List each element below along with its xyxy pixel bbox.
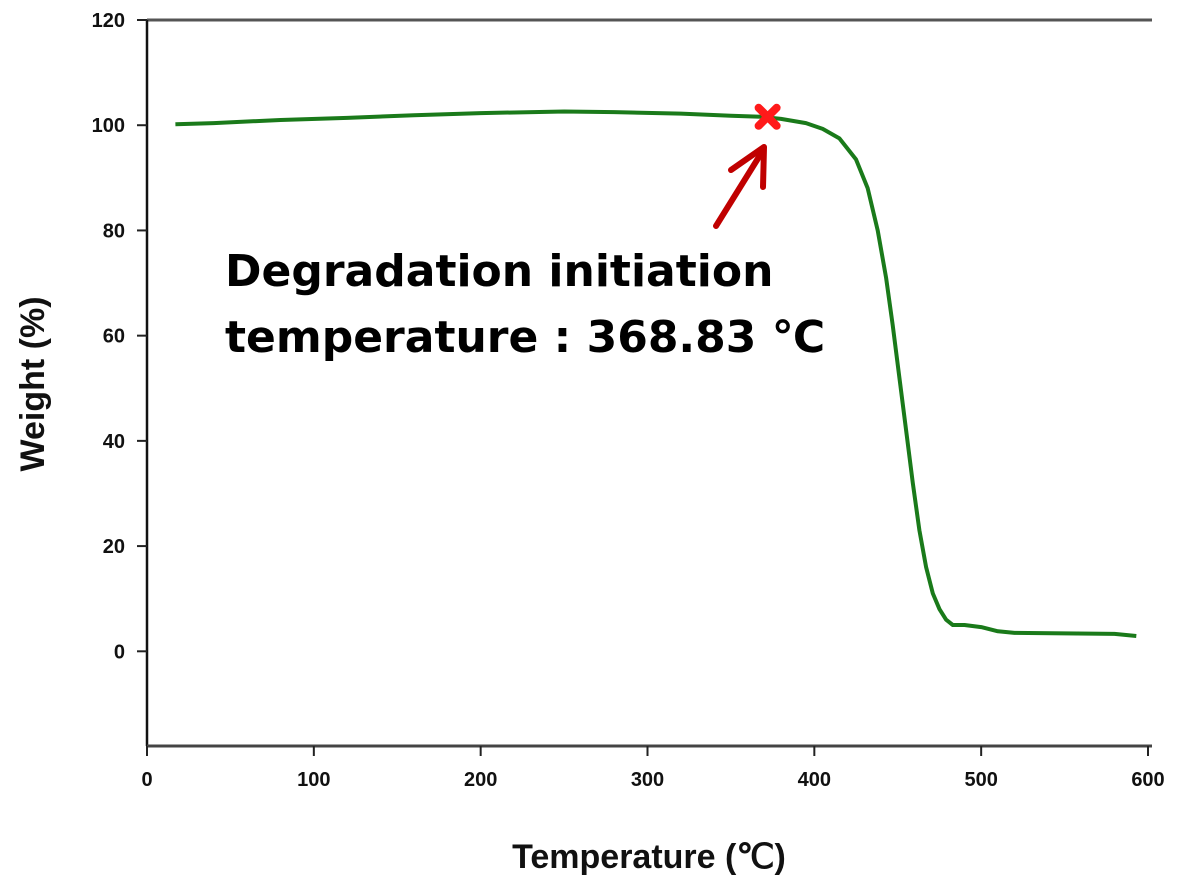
x-axis-ticks: 0 100 200 300 400 500 600 xyxy=(141,746,1165,791)
x-tick-label: 400 xyxy=(798,769,831,791)
x-tick-label: 300 xyxy=(631,769,664,791)
x-tick-label: 200 xyxy=(464,769,497,791)
annotation-line-2: temperature : 368.83 ℃ xyxy=(225,312,825,363)
annotation-line-1: Degradation initiation xyxy=(225,246,773,297)
x-tick-label: 500 xyxy=(964,769,997,791)
y-tick-label: 120 xyxy=(92,10,125,32)
degradation-marker-x-icon xyxy=(754,103,781,130)
y-tick-label: 80 xyxy=(103,220,125,242)
annotation-arrow-icon xyxy=(713,144,767,229)
x-tick-label: 0 xyxy=(141,769,152,791)
x-tick-label: 600 xyxy=(1131,769,1164,791)
y-tick-label: 100 xyxy=(92,115,125,137)
y-axis-ticks: 0 20 40 60 80 100 120 xyxy=(92,10,147,663)
y-tick-label: 0 xyxy=(114,641,125,663)
y-tick-label: 60 xyxy=(103,326,125,348)
plot-frame xyxy=(145,18,1152,748)
y-tick-label: 20 xyxy=(103,536,125,558)
marker-stroke xyxy=(754,103,781,130)
x-tick-label: 100 xyxy=(297,769,330,791)
x-axis-label: Temperature (℃) xyxy=(512,838,786,876)
y-tick-label: 40 xyxy=(103,431,125,453)
y-axis-label: Weight (%) xyxy=(14,296,52,471)
series-line-tga xyxy=(175,109,1137,638)
